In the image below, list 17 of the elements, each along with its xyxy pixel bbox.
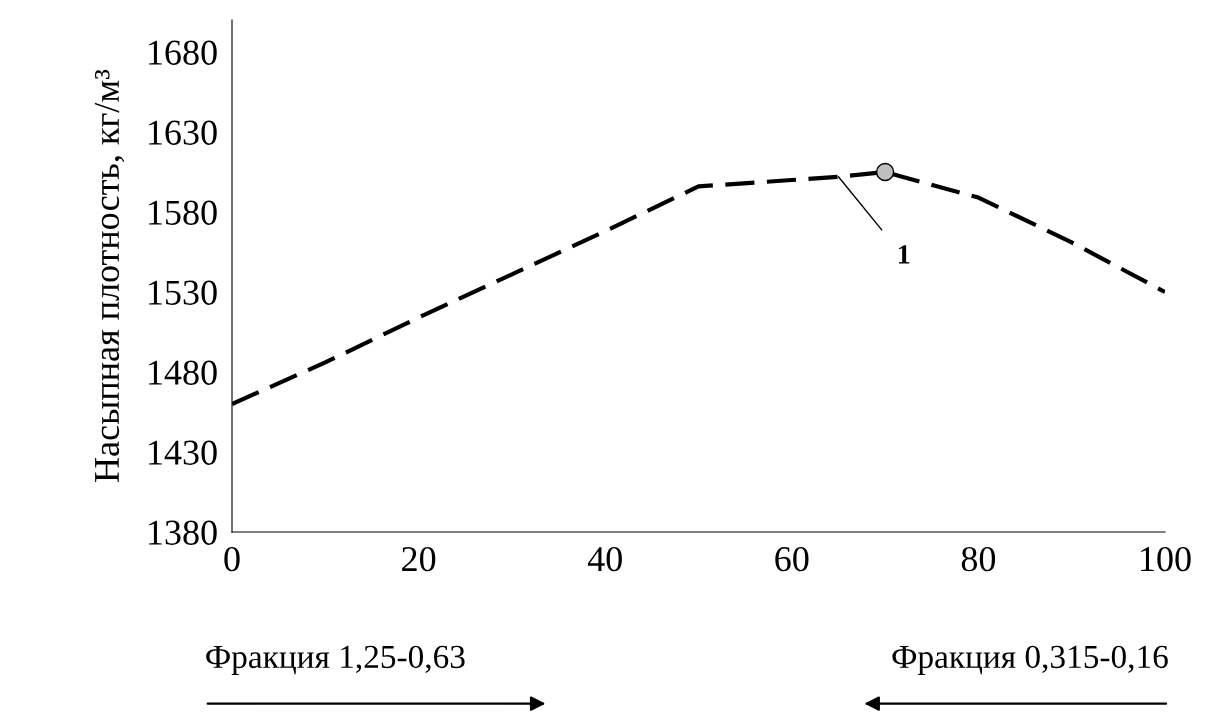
text: Фракция 0,315-0,16 [892, 645, 1168, 675]
x-tick-label: 0 [224, 546, 240, 572]
y-tick-label: 1480 [149, 360, 217, 385]
y-tick-label: 1630 [149, 120, 217, 145]
y-axis-title: Насыпная плотность, кг/м³ [94, 69, 125, 483]
y-tick-label: 1680 [149, 40, 217, 65]
y-tick-label: 1380 [149, 520, 217, 545]
annotation: 1 [899, 245, 910, 264]
x-tick-label: 40 [587, 546, 622, 572]
text: Фракция 1,25-0,63 [206, 645, 465, 675]
y-tick-label: 1580 [149, 200, 217, 225]
y-tick-label: 1430 [149, 440, 217, 465]
x-tick-label: 100 [1141, 546, 1191, 572]
x-tick-label: 20 [402, 546, 436, 572]
x-tick-label: 60 [775, 546, 809, 572]
x-tick-label: 80 [961, 546, 996, 572]
y-tick-label: 1530 [149, 280, 217, 305]
